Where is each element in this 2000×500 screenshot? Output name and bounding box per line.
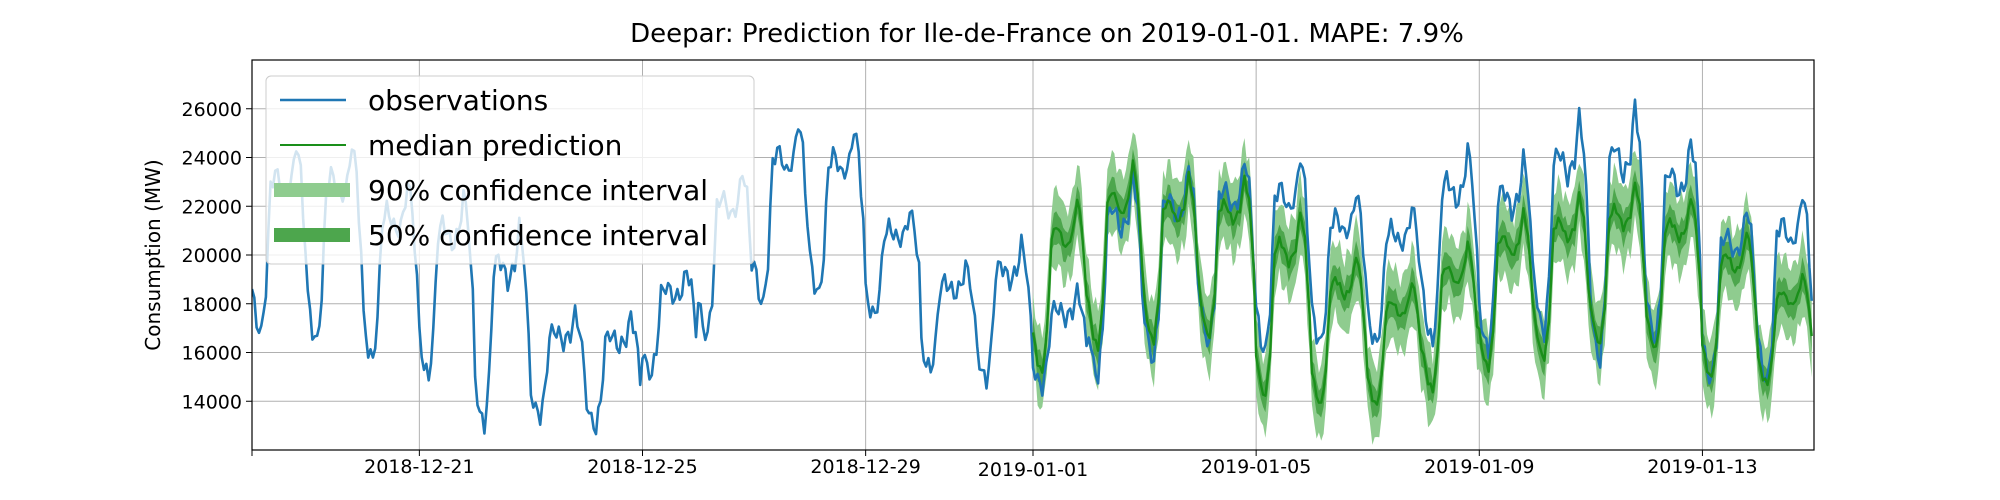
- ci50-band: [1033, 149, 1812, 419]
- x-axis: 2018-12-21 2018-12-25 2018-12-29 2019-01-01…: [251, 450, 1758, 481]
- median-prediction-line: [1031, 159, 1813, 406]
- legend-swatch-ci50: [274, 228, 350, 242]
- legend-label-observations: observations: [368, 84, 548, 117]
- legend-swatch-ci90: [274, 183, 350, 197]
- y-axis-label: Consumption (MW): [141, 159, 165, 350]
- x-tick-label: 2019-01-13: [1647, 456, 1757, 478]
- plot-area: [252, 98, 1813, 445]
- y-tick-label: 24000: [182, 148, 242, 170]
- legend-label-ci50: 50% confidence interval: [368, 219, 708, 252]
- legend-box: [265, 75, 755, 265]
- y-tick-label: 18000: [182, 294, 242, 316]
- x-tick-label: 2018-12-21: [364, 456, 474, 478]
- x-tick-label: 2019-01-01: [978, 459, 1088, 481]
- chart-title: Deepar: Prediction for Ile-de-France on …: [630, 19, 1464, 49]
- y-tick-label: 26000: [182, 99, 242, 121]
- legend-label-median: median prediction: [368, 129, 622, 162]
- x-tick-label: 2018-12-29: [810, 456, 920, 478]
- y-tick-label: 16000: [182, 343, 242, 365]
- legend: observations median prediction 90% confide…: [265, 75, 755, 265]
- observations-line: [252, 98, 1813, 436]
- y-tick-label: 22000: [182, 196, 242, 218]
- y-tick-label: 20000: [182, 245, 242, 267]
- x-tick-label: 2019-01-05: [1201, 456, 1311, 478]
- x-tick-label: 2018-12-25: [587, 456, 697, 478]
- y-axis: 14000 16000 18000 20000 22000 24000 26000: [182, 99, 252, 413]
- x-tick-label: 2019-01-09: [1424, 456, 1534, 478]
- y-tick-label: 14000: [182, 391, 242, 413]
- legend-label-ci90: 90% confidence interval: [368, 174, 708, 207]
